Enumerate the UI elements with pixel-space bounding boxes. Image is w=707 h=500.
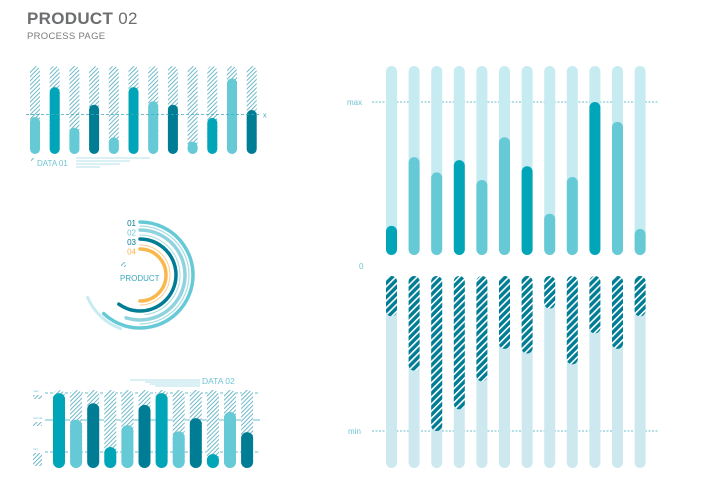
legend-label-03: 03: [127, 238, 136, 247]
positive-bar: [612, 121, 623, 255]
bar: [69, 127, 80, 154]
bar-track: [187, 66, 198, 154]
bar: [89, 104, 100, 154]
data01-chart: x DATA 01: [26, 66, 267, 168]
positive-bar: [589, 102, 601, 255]
bar: [207, 117, 218, 154]
reference-marker: x: [263, 112, 267, 119]
center-label: PRODUCT: [120, 274, 160, 283]
thin-arc: [139, 225, 190, 325]
page-title: PRODUCT 02: [27, 9, 138, 29]
thin-arc: [139, 234, 181, 316]
positive-bar: [566, 176, 578, 255]
bar: [53, 393, 65, 468]
positive-bar: [634, 228, 646, 255]
bar-track: [544, 276, 556, 468]
arc-04: [138, 247, 168, 303]
axis-label-min: min: [33, 447, 38, 451]
legend-label-01: 01: [127, 219, 136, 228]
title-number: 02: [118, 9, 138, 28]
bar: [224, 411, 236, 468]
bar: [167, 104, 178, 154]
positive-bar: [431, 172, 443, 255]
bar: [148, 101, 159, 154]
bar-track: [386, 276, 397, 468]
bar: [121, 425, 134, 468]
data01-label: DATA 01: [37, 159, 68, 168]
max-label: max: [347, 98, 362, 107]
data02-label: DATA 02: [202, 376, 235, 386]
arc-01: [101, 220, 195, 330]
negative-bar: [521, 276, 533, 354]
positive-bar: [521, 166, 533, 255]
axis-label-max: max: [33, 389, 39, 393]
bar: [155, 393, 168, 468]
bar: [172, 431, 185, 468]
bar: [104, 446, 117, 468]
legend-label-02: 02: [127, 229, 136, 238]
legend-swatch: [121, 262, 126, 267]
page-subtitle: PROCESS PAGE: [27, 31, 106, 42]
bar-track: [386, 66, 397, 255]
bar: [246, 110, 257, 154]
data02-chart: max normal min DATA 02: [33, 376, 260, 468]
bar: [138, 404, 151, 468]
negative-bar: [476, 276, 488, 382]
positive-bar: [453, 160, 465, 255]
bar: [189, 418, 202, 468]
positive-bar: [408, 157, 420, 255]
bar-track: [108, 66, 119, 154]
negative-bar: [634, 276, 646, 317]
bar-track: [634, 276, 646, 468]
arc-02: [124, 228, 187, 322]
positive-bar: [544, 213, 556, 255]
positive-bar: [499, 137, 510, 255]
negative-bar: [566, 276, 578, 365]
positive-bar: [476, 180, 488, 255]
bar: [49, 87, 60, 154]
bar: [128, 87, 139, 154]
negative-bar: [499, 276, 510, 349]
negative-bar: [544, 276, 556, 309]
bar-track: [206, 390, 219, 468]
negative-bar: [386, 276, 397, 317]
bar: [206, 453, 219, 468]
bar-track: [634, 66, 646, 255]
axis-label-normal: normal: [33, 416, 43, 420]
min-label: min: [348, 427, 361, 436]
negative-bar: [453, 276, 465, 410]
bar: [70, 419, 83, 468]
legend-label-04: 04: [127, 248, 136, 257]
zero-label: 0: [359, 262, 364, 271]
bar: [87, 403, 100, 468]
outer-arc: [86, 295, 123, 331]
axis-swatch: [33, 453, 42, 466]
legend-swatch: [31, 158, 34, 161]
negative-bar: [612, 276, 623, 349]
bar: [108, 137, 119, 154]
positive-bar: [386, 225, 397, 255]
thin-arc: [139, 244, 171, 306]
bar: [187, 141, 198, 154]
negative-bar: [408, 276, 420, 371]
axis-swatch: [33, 395, 42, 399]
bar: [227, 78, 237, 154]
negative-bar: [431, 276, 443, 431]
diverging-chart: max 0 min: [347, 66, 658, 468]
bar-track: [544, 66, 556, 255]
axis-swatch: [33, 422, 42, 426]
title-bold: PRODUCT: [27, 9, 114, 28]
bar: [30, 117, 40, 154]
negative-bar: [589, 276, 601, 334]
arc-03: [117, 237, 178, 313]
bar: [241, 432, 254, 468]
